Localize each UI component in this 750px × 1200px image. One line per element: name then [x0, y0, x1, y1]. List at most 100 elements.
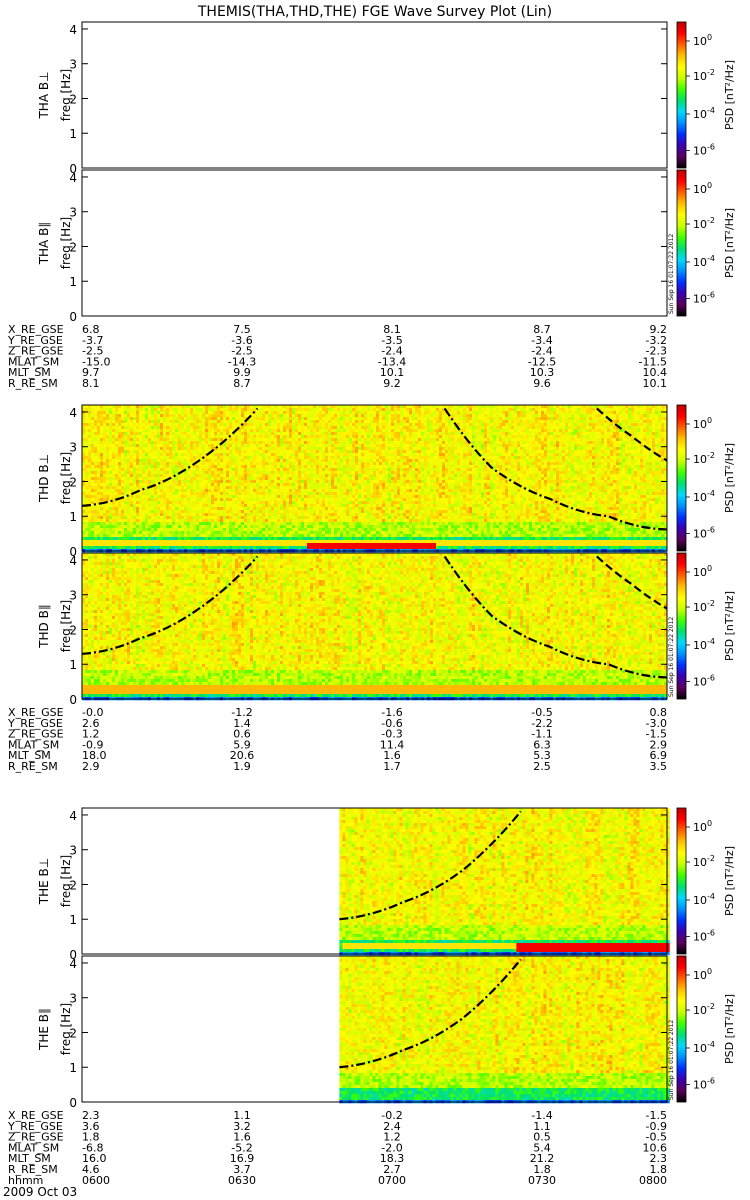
spectrogram-cell [334, 474, 338, 478]
spectrogram-cell [259, 468, 263, 472]
spectrogram-cell [112, 423, 116, 427]
spectrogram-cell [337, 483, 341, 487]
spectrogram-cell [130, 405, 134, 409]
spectrogram-cell [169, 498, 173, 502]
spectrogram-cell [343, 534, 347, 538]
spectrogram-cell [340, 495, 344, 499]
spectrogram-cell [310, 414, 314, 418]
spectrogram-cell [124, 444, 128, 448]
spectrogram-cell [160, 429, 164, 433]
spectrogram-cell [157, 441, 161, 445]
spectrogram-cell [124, 540, 128, 544]
spectrogram-cell [358, 546, 362, 550]
spectrogram-cell [82, 444, 86, 448]
spectrogram-cell [151, 465, 155, 469]
spectrogram-cell [328, 438, 332, 442]
spectrogram-cell [238, 498, 242, 502]
spectrogram-cell [130, 423, 134, 427]
spectrogram-cell [217, 489, 221, 493]
spectrogram-cell [238, 510, 242, 514]
spectrogram-cell [154, 474, 158, 478]
spectrogram-cell [226, 420, 230, 424]
spectrogram-cell [334, 444, 338, 448]
spectrogram-cell [103, 495, 107, 499]
spectrogram-cell [295, 450, 299, 454]
spectrogram-cell [340, 534, 344, 538]
spectrogram-cell [214, 465, 218, 469]
spectrogram-cell [331, 495, 335, 499]
spectrogram-cell [217, 414, 221, 418]
spectrogram-cell [361, 411, 365, 415]
spectrogram-cell [190, 414, 194, 418]
spectrogram-cell [178, 513, 182, 517]
spectrogram-cell [229, 522, 233, 526]
spectrogram-cell [145, 420, 149, 424]
spectrogram-cell [202, 411, 206, 415]
spectrogram-cell [313, 435, 317, 439]
spectrogram-cell [271, 423, 275, 427]
spectrogram-cell [136, 441, 140, 445]
spectrogram-cell [91, 414, 95, 418]
spectrogram-cell [145, 531, 149, 535]
spectrogram-cell [136, 507, 140, 511]
spectrogram-cell [376, 480, 380, 484]
spectrogram-cell [319, 423, 323, 427]
spectrogram-cell [181, 459, 185, 463]
spectrogram-cell [112, 453, 116, 457]
spectrogram-cell [379, 405, 383, 409]
spectrogram-cell [238, 480, 242, 484]
spectrogram-cell [103, 411, 107, 415]
spectrogram-cell [142, 480, 146, 484]
spectrogram-cell [310, 447, 314, 451]
spectrogram-cell [268, 456, 272, 460]
spectrogram-cell [352, 450, 356, 454]
spectrogram-cell [253, 429, 257, 433]
spectrogram-cell [358, 408, 362, 412]
spectrogram-cell [220, 456, 224, 460]
spectrogram-cell [229, 480, 233, 484]
spectrogram-cell [103, 504, 107, 508]
spectrogram-cell [181, 435, 185, 439]
spectrogram-cell [118, 540, 122, 544]
spectrogram-cell [178, 531, 182, 535]
spectrogram-cell [244, 543, 248, 547]
spectrogram-cell [205, 444, 209, 448]
spectrogram-cell [283, 480, 287, 484]
spectrogram-cell [145, 441, 149, 445]
spectrogram-cell [100, 543, 104, 547]
spectrogram-cell [355, 516, 359, 520]
spectrogram-cell [136, 420, 140, 424]
spectrogram-cell [190, 471, 194, 475]
spectrogram-cell [163, 408, 167, 412]
spectrogram-cell [109, 435, 113, 439]
spectrogram-cell [211, 522, 215, 526]
spectrogram-cell [367, 522, 371, 526]
spectrogram-cell [253, 438, 257, 442]
spectrogram-cell [250, 429, 254, 433]
spectrogram-cell [358, 468, 362, 472]
spectrogram-cell [280, 540, 284, 544]
spectrogram-cell [85, 489, 89, 493]
spectrogram-cell [220, 450, 224, 454]
spectrogram-cell [253, 441, 257, 445]
spectrogram-cell [118, 510, 122, 514]
spectrogram-cell [163, 447, 167, 451]
spectrogram-cell [133, 453, 137, 457]
spectrogram-cell [250, 531, 254, 535]
spectrogram-cell [103, 450, 107, 454]
spectrogram-cell [172, 537, 176, 541]
spectrogram-cell [97, 450, 101, 454]
spectrogram-cell [109, 468, 113, 472]
spectrogram-cell [166, 414, 170, 418]
spectrogram-cell [250, 489, 254, 493]
spectrogram-cell [109, 513, 113, 517]
spectrogram-cell [319, 411, 323, 415]
spectrogram-cell [367, 495, 371, 499]
spectrogram-cell [154, 420, 158, 424]
spectrogram-cell [304, 468, 308, 472]
spectrogram-cell [244, 534, 248, 538]
spectrogram-cell [361, 405, 365, 409]
spectrogram-cell [166, 429, 170, 433]
spectrogram-cell [280, 504, 284, 508]
spectrogram-cell [97, 540, 101, 544]
